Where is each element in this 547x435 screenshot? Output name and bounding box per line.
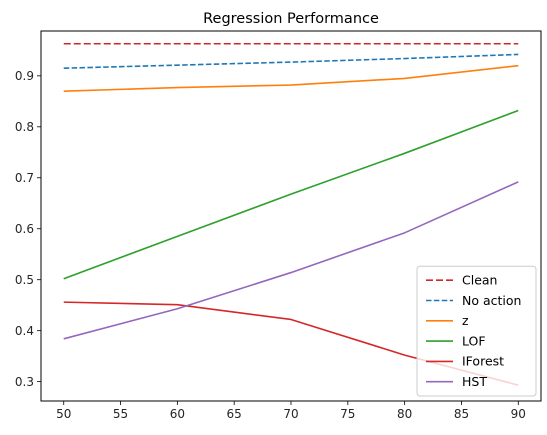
x-tick-label: 70 bbox=[283, 407, 298, 421]
x-tick-label: 50 bbox=[56, 407, 71, 421]
y-tick-label: 0.5 bbox=[15, 273, 34, 287]
chart-title: Regression Performance bbox=[203, 11, 379, 27]
legend-label: Clean bbox=[462, 273, 497, 288]
x-tick-label: 85 bbox=[454, 407, 469, 421]
series-line-no-action bbox=[63, 53, 519, 69]
x-tick-label: 75 bbox=[340, 407, 355, 421]
y-tick-label: 0.6 bbox=[15, 222, 34, 236]
y-tick-label: 0.3 bbox=[15, 375, 34, 389]
legend-label: HST bbox=[462, 374, 487, 389]
legend-label: z bbox=[462, 313, 469, 328]
y-axis: 0.3 0.4 0.5 0.6 0.7 0.8 0.9 bbox=[15, 69, 41, 389]
y-tick-label: 0.8 bbox=[15, 120, 34, 134]
x-tick-label: 60 bbox=[170, 407, 185, 421]
y-tick-label: 0.7 bbox=[15, 171, 34, 185]
legend-label: IForest bbox=[462, 354, 504, 369]
legend-label: No action bbox=[462, 293, 521, 308]
series-line-z bbox=[63, 64, 519, 92]
legend-box bbox=[416, 265, 537, 397]
x-axis: 50 55 60 65 70 75 80 85 90 bbox=[56, 401, 526, 421]
series-line-lof bbox=[63, 109, 519, 280]
y-tick-label: 0.9 bbox=[15, 69, 34, 83]
legend-label: LOF bbox=[462, 333, 486, 348]
y-tick-label: 0.4 bbox=[15, 324, 34, 338]
legend: Clean No action z LOF IForest HST bbox=[416, 265, 537, 397]
x-tick-label: 80 bbox=[397, 407, 412, 421]
x-tick-label: 65 bbox=[227, 407, 242, 421]
x-tick-label: 90 bbox=[511, 407, 526, 421]
series-line-hst bbox=[63, 181, 519, 340]
x-tick-label: 55 bbox=[113, 407, 128, 421]
series-layer bbox=[63, 42, 519, 386]
